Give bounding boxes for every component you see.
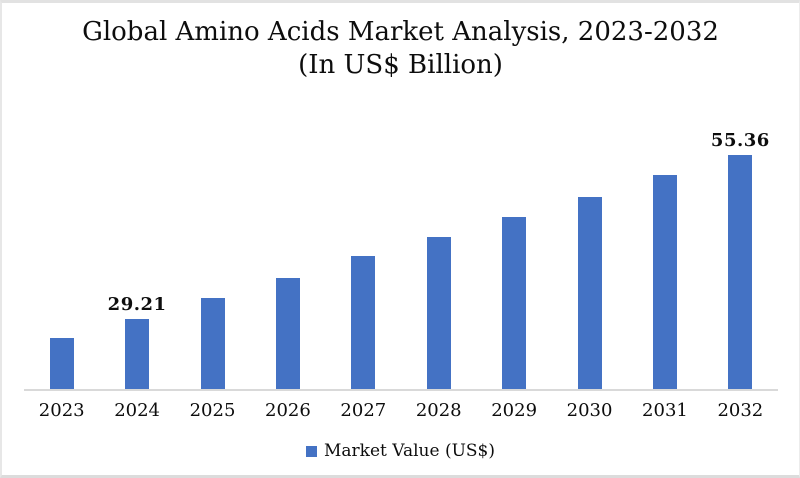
x-tick-2027: 2027	[340, 400, 387, 421]
bar-slot-2027	[326, 126, 401, 389]
x-tick-2023: 2023	[38, 400, 85, 421]
bar-2026	[275, 278, 300, 389]
bar-slot-2025	[175, 126, 250, 389]
bar-2024	[125, 319, 150, 389]
x-tick-2025: 2025	[189, 400, 236, 421]
value-label-2032: 55.36	[710, 130, 770, 151]
value-label-2024: 29.21	[107, 294, 167, 315]
legend-label: Market Value (US$)	[323, 441, 496, 461]
chart-title-line2: (In US$ Billion)	[298, 50, 503, 81]
bar-slot-2030	[552, 126, 627, 389]
x-axis-line	[24, 389, 778, 391]
x-tick-2032: 2032	[717, 400, 764, 421]
bar-slot-2032: 55.36	[703, 126, 778, 389]
x-tick-2031: 2031	[642, 400, 688, 421]
bars-container: 29.21 55.36	[24, 126, 778, 389]
legend-swatch-icon	[305, 445, 317, 457]
bar-2029	[502, 217, 527, 389]
bar-2030	[577, 197, 602, 389]
bar-slot-2024: 29.21	[99, 126, 174, 389]
plot-area: 29.21 55.36 2023 2024 2025 2026 2027 2028 2029 2…	[24, 126, 778, 421]
bar-slot-2029	[476, 126, 551, 389]
bar-2031	[652, 175, 677, 389]
x-tick-2024: 2024	[114, 400, 161, 421]
x-tick-2026: 2026	[265, 400, 311, 421]
bar-slot-2028	[401, 126, 476, 389]
chart-title-line1: Global Amino Acids Market Analysis, 2023…	[82, 17, 719, 47]
bar-slot-2026	[250, 126, 325, 389]
x-tick-2028: 2028	[415, 400, 462, 421]
x-tick-2029: 2029	[491, 400, 538, 421]
bar-2025	[200, 298, 225, 389]
x-tick-2030: 2030	[566, 400, 613, 421]
bar-2032	[728, 155, 753, 389]
chart-title: Global Amino Acids Market Analysis, 2023…	[2, 16, 799, 83]
bar-2028	[426, 237, 451, 389]
x-axis-labels: 2023 2024 2025 2026 2027 2028 2029 2030 2031 2032	[24, 400, 778, 421]
legend: Market Value (US$)	[2, 441, 799, 461]
bar-2027	[351, 256, 376, 389]
bar-slot-2031	[627, 126, 702, 389]
bar-2023	[49, 338, 74, 389]
bar-slot-2023	[24, 126, 99, 389]
